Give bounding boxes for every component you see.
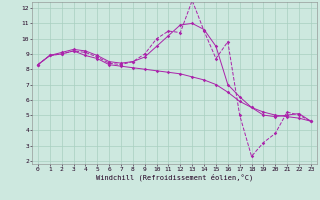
X-axis label: Windchill (Refroidissement éolien,°C): Windchill (Refroidissement éolien,°C) bbox=[96, 173, 253, 181]
